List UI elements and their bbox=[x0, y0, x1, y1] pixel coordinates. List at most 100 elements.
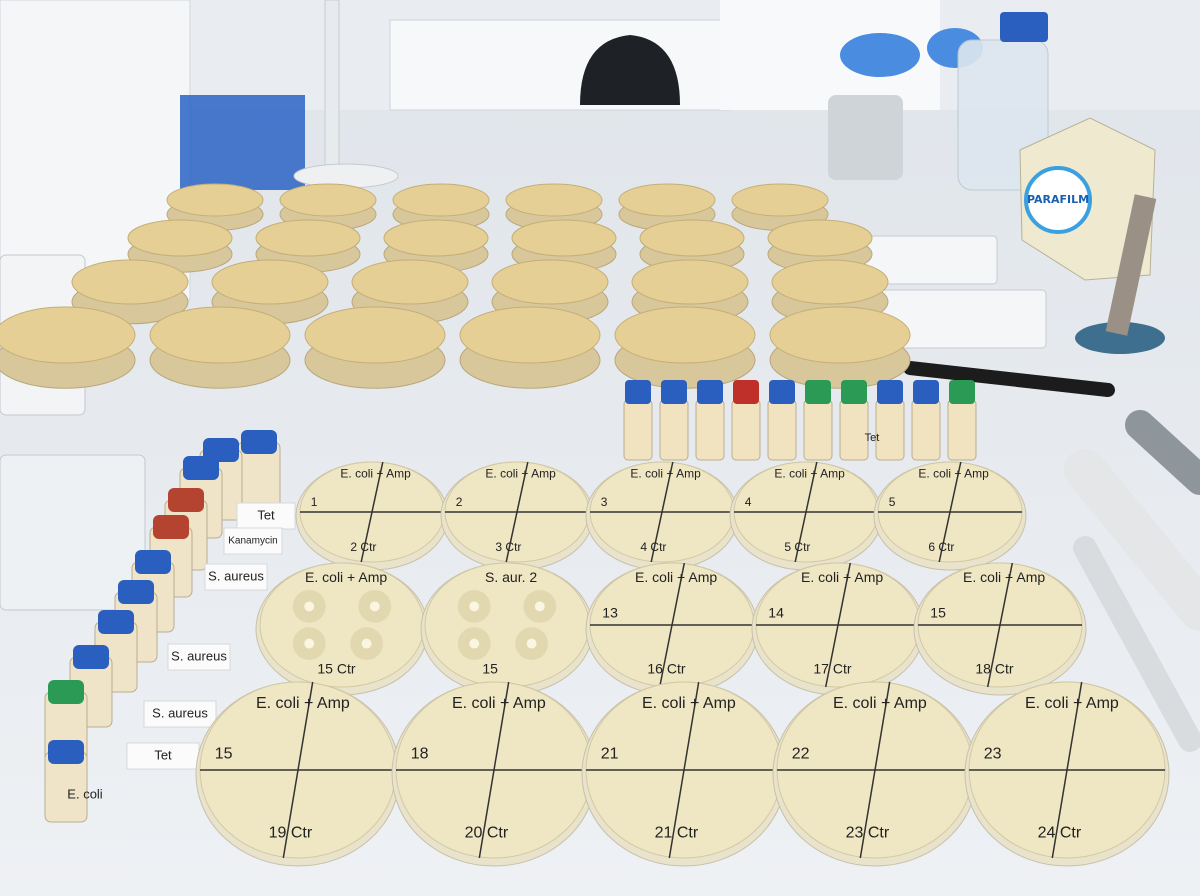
marker-line bbox=[986, 562, 1014, 688]
plate-title: E. coli + Amp bbox=[963, 569, 1045, 585]
plate-control: 19 Ctr bbox=[269, 825, 313, 842]
burner bbox=[1105, 194, 1157, 336]
colony-plate bbox=[639, 219, 745, 257]
marker-line bbox=[938, 461, 962, 563]
plate-number: 21 bbox=[601, 745, 619, 762]
paper-label-text: Kanamycin bbox=[228, 536, 277, 547]
colony-plate bbox=[491, 259, 609, 305]
colony-plate bbox=[166, 183, 264, 217]
pipette bbox=[1125, 410, 1200, 495]
marker-line bbox=[824, 562, 852, 688]
pipette bbox=[1064, 449, 1200, 631]
vial-cap bbox=[661, 380, 687, 404]
tube-rack bbox=[180, 95, 305, 190]
plate-control: 24 Ctr bbox=[1038, 825, 1082, 842]
vial-cap bbox=[135, 550, 171, 574]
antibiotic-disc bbox=[304, 601, 315, 612]
plate-number: 15 bbox=[930, 605, 946, 621]
marker bbox=[903, 361, 1115, 397]
vial bbox=[623, 399, 653, 461]
colony-plate bbox=[211, 259, 329, 305]
colony-plate bbox=[255, 219, 361, 257]
marker-line bbox=[650, 461, 674, 563]
plate-number: 23 bbox=[984, 745, 1002, 762]
marker-line bbox=[505, 461, 529, 563]
plate-title: E. coli + Amp bbox=[833, 695, 927, 712]
marker-line bbox=[794, 461, 818, 563]
antibiotic-disc bbox=[534, 601, 545, 612]
box-label: PARAFILM bbox=[1027, 193, 1089, 206]
chair bbox=[580, 35, 680, 105]
vial-cap bbox=[913, 380, 939, 404]
marker-line bbox=[478, 681, 510, 859]
paper-label-text: S. aureus bbox=[171, 648, 227, 663]
vial-cap bbox=[697, 380, 723, 404]
vial-label: Tet bbox=[865, 432, 880, 444]
colony-plate bbox=[351, 259, 469, 305]
plate-control: 6 Ctr bbox=[928, 540, 954, 554]
vial-cap bbox=[805, 380, 831, 404]
vial-label: E. coli bbox=[67, 786, 103, 801]
vial-cap bbox=[48, 680, 84, 704]
vial-cap bbox=[949, 380, 975, 404]
plate-control: 15 Ctr bbox=[317, 660, 355, 676]
parafilm-roll bbox=[1024, 166, 1092, 234]
plate-title: E. coli + Amp bbox=[918, 467, 989, 481]
plate-title: E. coli + Amp bbox=[635, 569, 717, 585]
plate-control: 23 Ctr bbox=[846, 825, 890, 842]
marker-line bbox=[1051, 681, 1083, 859]
plate-number: 15 bbox=[215, 745, 233, 762]
plate-number: 18 bbox=[411, 745, 429, 762]
paper-label bbox=[143, 700, 217, 728]
paper-label-text: Tet bbox=[154, 747, 172, 762]
plate-title: E. coli + Amp bbox=[1025, 695, 1119, 712]
vial bbox=[839, 399, 869, 461]
vial-cap bbox=[877, 380, 903, 404]
plate-control: 2 Ctr bbox=[350, 540, 376, 554]
colony-plate bbox=[304, 306, 446, 364]
paper-label bbox=[204, 563, 268, 591]
well-plate bbox=[0, 454, 146, 611]
vial-cap bbox=[48, 740, 84, 764]
antibiotic-disc bbox=[469, 638, 480, 649]
vial bbox=[947, 399, 977, 461]
plate-title: E. coli + Amp bbox=[774, 467, 845, 481]
plate-number: 5 bbox=[889, 495, 896, 509]
colony-plate bbox=[127, 219, 233, 257]
paper-label bbox=[223, 527, 283, 555]
vial bbox=[911, 399, 941, 461]
plate-title: E. coli + Amp bbox=[305, 569, 387, 585]
plate-control: 17 Ctr bbox=[813, 660, 851, 676]
colony-plate bbox=[149, 306, 291, 364]
paper-label bbox=[167, 643, 231, 671]
antibiotic-disc bbox=[369, 601, 380, 612]
vial-cap bbox=[73, 645, 109, 669]
marker-line bbox=[360, 461, 384, 563]
plate-title: S. aur. 2 bbox=[485, 569, 537, 585]
vial bbox=[731, 399, 761, 461]
antibiotic-disc bbox=[526, 638, 537, 649]
plate-control: 18 Ctr bbox=[975, 660, 1013, 676]
paper-label-text: S. aureus bbox=[208, 568, 264, 583]
vial bbox=[659, 399, 689, 461]
plate-control: 21 Ctr bbox=[655, 825, 699, 842]
plate-number: 13 bbox=[602, 605, 618, 621]
marker-line bbox=[658, 562, 686, 688]
vial-cap bbox=[733, 380, 759, 404]
marker-line bbox=[668, 681, 700, 859]
colony-plate bbox=[618, 183, 716, 217]
plate-number: 3 bbox=[601, 495, 608, 509]
plate-control: 4 Ctr bbox=[640, 540, 666, 554]
colony-plate bbox=[505, 183, 603, 217]
colony-plate bbox=[459, 306, 601, 364]
plate-number: 14 bbox=[768, 605, 784, 621]
marker bbox=[1073, 536, 1200, 752]
plate-control: 16 Ctr bbox=[647, 660, 685, 676]
vial-cap bbox=[769, 380, 795, 404]
colony-plate bbox=[392, 183, 490, 217]
balance bbox=[828, 95, 903, 180]
plate-number: 2 bbox=[456, 495, 463, 509]
antibiotic-disc bbox=[304, 638, 315, 649]
vial bbox=[695, 399, 725, 461]
